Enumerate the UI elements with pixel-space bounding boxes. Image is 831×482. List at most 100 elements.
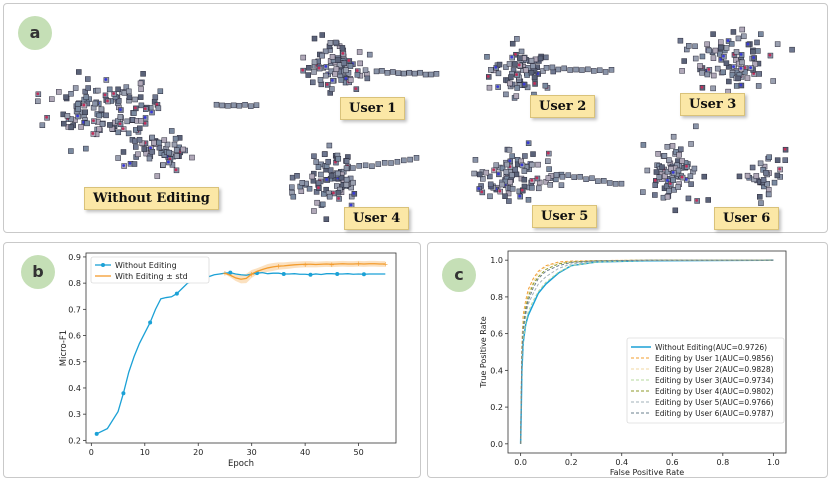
legend: Without Editing With Editing ± std: [90, 256, 210, 284]
thumbnail: [115, 129, 122, 136]
panel-a-embeddings: a Without Editing User 1 User 2 User 3 U…: [3, 3, 828, 233]
thumbnail: [529, 161, 535, 168]
cluster-dot: [680, 175, 684, 179]
thumbnail: [670, 133, 677, 140]
thumbnail-cluster: [471, 140, 565, 204]
thumbnail: [326, 142, 333, 149]
thumbnail: [506, 147, 513, 153]
thumbnail: [705, 197, 711, 203]
thumbnail: [253, 102, 260, 108]
point-with-editing: +: [356, 260, 362, 268]
thumbnail: [356, 163, 362, 169]
panel-c-badge: c: [442, 258, 476, 292]
y-tick-label: 0.3: [68, 410, 81, 419]
x-axis-label: False Positive Rate: [610, 468, 684, 477]
thumbnail: [571, 174, 577, 180]
roc-line-chart: 0.0 0.2 0.4 0.6 0.8 1.0 0.0 0.2 0.4 0.6 0.8 1.0 Fals…: [479, 250, 787, 477]
thumbnail: [506, 61, 513, 67]
thumbnail: [487, 173, 493, 180]
thumbnail: [760, 167, 766, 173]
thumbnail: [422, 71, 429, 78]
thumbnail: [83, 145, 89, 152]
thumbnail: [311, 59, 318, 65]
thumbnail: [720, 69, 726, 75]
x-axis-label: Epoch: [228, 459, 254, 469]
thumbnail: [125, 130, 132, 137]
thumbnail: [546, 166, 552, 172]
y-tick-label: 0.2: [68, 436, 81, 445]
thumbnail: [343, 176, 350, 183]
cluster-dot: [486, 75, 490, 78]
point-with-editing: +: [302, 261, 308, 269]
thumbnail: [755, 83, 762, 89]
cluster-dot: [122, 164, 126, 167]
thumbnail: [583, 176, 589, 182]
series-line-with-editing: [224, 263, 386, 280]
thumbnail: [375, 161, 382, 167]
thumbnail: [213, 101, 220, 108]
thumbnail: [322, 72, 329, 79]
thumbnail: [68, 116, 74, 122]
thumbnail: [115, 155, 121, 161]
cluster-dot: [128, 161, 132, 165]
thumbnail: [723, 45, 730, 51]
cluster-dot: [510, 55, 514, 59]
thumbnail: [96, 126, 103, 132]
cluster-dot: [684, 177, 688, 181]
thumbnail: [733, 83, 740, 89]
x-tick-label: 40: [300, 448, 310, 457]
thumbnail: [506, 198, 512, 204]
cluster-dot: [722, 54, 725, 58]
thumbnail: [138, 102, 145, 109]
thumbnail: [535, 185, 542, 192]
thumbnail: [335, 156, 342, 162]
cluster-dot: [752, 56, 756, 59]
legend-label-without-editing: Without Editing: [115, 261, 177, 270]
cluster-dot: [494, 65, 498, 69]
thumbnail: [78, 124, 84, 130]
thumbnail: [129, 116, 136, 123]
thumbnail: [115, 86, 121, 93]
thumbnail: [618, 180, 625, 187]
thumbnail: [343, 165, 350, 171]
thumbnail: [530, 63, 536, 69]
cluster-dot: [354, 87, 358, 91]
thumbnail: [774, 157, 781, 163]
thumbnail-tail: [343, 155, 420, 171]
thumbnail: [789, 46, 795, 53]
thumbnail: [248, 103, 254, 109]
cluster-dot: [36, 92, 40, 96]
cluster-dot: [515, 73, 518, 76]
thumbnail: [339, 45, 346, 51]
thumbnail: [681, 58, 687, 64]
cluster-dot: [666, 179, 669, 182]
thumbnail: [565, 172, 572, 178]
thumbnail: [107, 122, 113, 128]
thumbnail: [68, 90, 74, 97]
cluster-dot: [477, 187, 481, 190]
thumbnail-cluster: [677, 26, 795, 95]
cluster-dot: [143, 121, 147, 125]
cluster-dot: [106, 99, 109, 103]
cluster-dot: [325, 82, 329, 86]
thumbnail: [595, 178, 601, 184]
thumbnail: [750, 48, 756, 55]
label-without-editing: Without Editing: [84, 187, 219, 210]
thumbnail: [327, 167, 334, 173]
x-tick-label: 50: [353, 448, 363, 457]
thumbnail: [678, 146, 684, 153]
x-tick-label: 0: [89, 448, 94, 457]
thumbnail: [366, 51, 373, 58]
thumbnail: [390, 69, 396, 75]
panel-a-badge: a: [18, 16, 52, 50]
thumbnail: [126, 94, 133, 100]
thumbnail: [472, 157, 479, 163]
thumbnail: [171, 141, 178, 148]
cluster-dot: [121, 127, 125, 130]
thumbnail: [484, 54, 490, 60]
thumbnail: [676, 151, 682, 158]
thumbnail: [350, 179, 356, 186]
thumbnail: [82, 109, 89, 115]
cluster-dot: [783, 147, 787, 151]
y-tick-label: 0.0: [490, 440, 503, 449]
